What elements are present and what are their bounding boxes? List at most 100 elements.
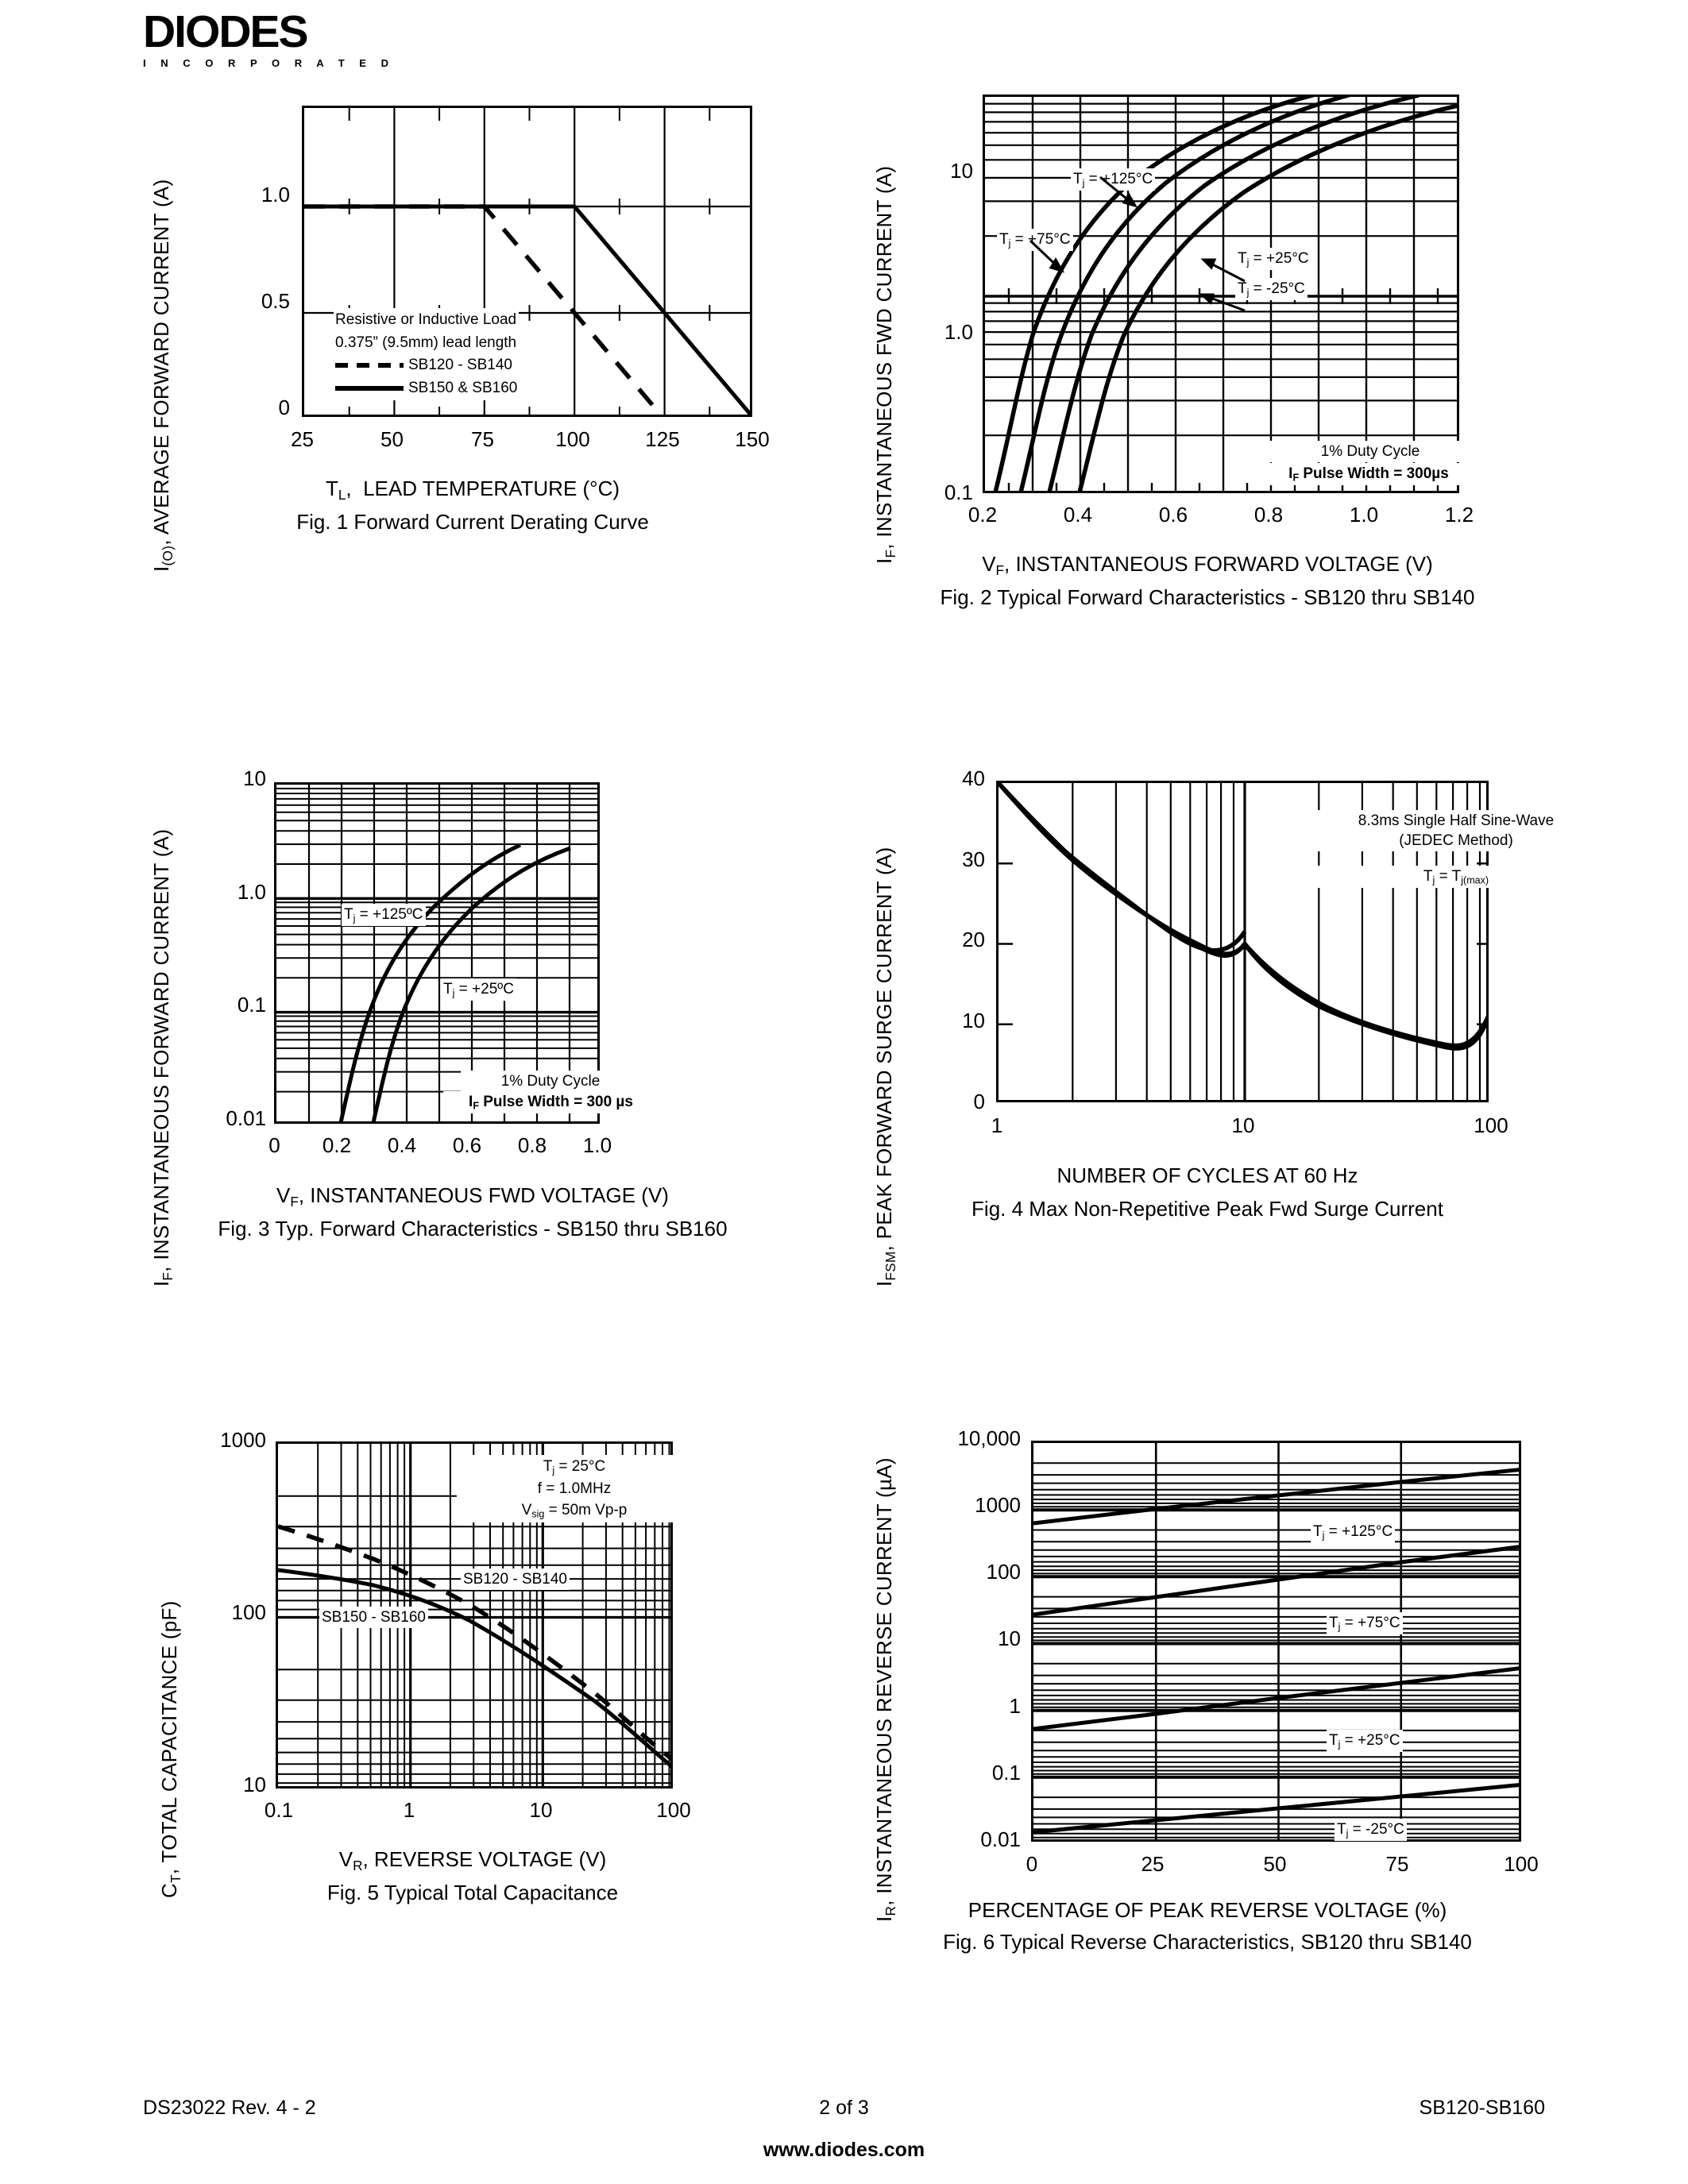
fig2-curve-m25c xyxy=(1077,103,1457,491)
fig2-curve-25c xyxy=(1047,97,1420,491)
fig5-label-sb120-sb140: SB120 - SB140 xyxy=(461,1569,570,1591)
fig3-caption: Fig. 3 Typ. Forward Characteristics - SB… xyxy=(218,1217,728,1241)
fig3-curve-25c xyxy=(371,846,571,1121)
fig2-xtick-1.2: 1.2 xyxy=(1444,503,1474,527)
fig2-xtick-0.4: 0.4 xyxy=(1063,503,1093,527)
fig2-label-75c: Tj = +75°C xyxy=(997,229,1073,252)
fig6-curve-75c xyxy=(1033,1545,1519,1617)
fig4-x-axis-label: NUMBER OF CYCLES AT 60 Hz xyxy=(1056,1163,1358,1187)
fig5-xtick-0.1: 0.1 xyxy=(264,1798,294,1822)
footer-page-number: 2 of 3 xyxy=(819,2097,869,2119)
fig6-chart xyxy=(1033,1443,1519,1839)
fig4-ytick-30: 30 xyxy=(962,847,985,871)
fig1-legend-solid-label: SB150 & SB160 xyxy=(408,379,518,396)
fig6-curve-25c xyxy=(1033,1666,1519,1731)
fig3-xtick-1.0: 1.0 xyxy=(582,1133,612,1157)
fig4-ytick-40: 40 xyxy=(962,766,985,790)
fig4-ytick-0: 0 xyxy=(973,1090,985,1113)
figure-6: IR, INSTANTANEOUS REVERSE CURRENT (µA) 1… xyxy=(858,1406,1557,1993)
fig4-ytick-20: 20 xyxy=(962,928,985,951)
fig1-legend-line2: 0.375” (9.5mm) lead length xyxy=(335,334,517,351)
fig2-caption: Fig. 2 Typical Forward Characteristics -… xyxy=(940,585,1475,609)
fig5-xtick-10: 10 xyxy=(529,1798,553,1822)
fig3-ytick-10: 10 xyxy=(243,766,266,790)
fig5-curve-sb150-sb160 xyxy=(278,1568,670,1769)
fig1-xtick-150: 150 xyxy=(735,427,770,451)
fig5-x-axis-label: VR, REVERSE VOLTAGE (V) xyxy=(338,1847,607,1873)
fig3-ytick-0.1: 0.1 xyxy=(237,993,266,1017)
fig4-note-line1: 8.3ms Single Half Sine-Wave xyxy=(1358,812,1555,829)
fig5-label-sb150-sb160: SB150 - SB160 xyxy=(319,1607,428,1629)
fig6-ytick-10: 10 xyxy=(998,1626,1021,1650)
fig4-note-tj: Tj = Tj(max) xyxy=(1307,866,1605,889)
fig1-legend-solid-swatch xyxy=(335,385,404,391)
fig5-caption: Fig. 5 Typical Total Capacitance xyxy=(326,1881,619,1904)
fig5-cond-vsig: Vsig = 50m Vp-p xyxy=(521,1502,628,1520)
fig3-xtick-0.8: 0.8 xyxy=(517,1133,547,1157)
fig6-x-axis-label: PERCENTAGE OF PEAK REVERSE VOLTAGE (%) xyxy=(968,1898,1447,1922)
fig5-xtick-1: 1 xyxy=(403,1798,415,1822)
fig2-label-25c: Tj = +25°C xyxy=(1235,248,1311,271)
fig5-conditions: Tj = 25°C f = 1.0MHz Vsig = 50m Vp-p xyxy=(457,1455,692,1522)
fig2-label-m25c: Tj = -25°C xyxy=(1235,278,1308,301)
fig3-xtick-0.2: 0.2 xyxy=(322,1133,352,1157)
fig3-note-pulse-width: IF Pulse Width = 300 µs xyxy=(443,1091,659,1114)
figure-1: I(O), AVERAGE FORWARD CURRENT (A) 1.0 0.… xyxy=(143,87,802,691)
fig6-caption: Fig. 6 Typical Reverse Characteristics, … xyxy=(943,1930,1472,1954)
fig3-note-duty-cycle: 1% Duty Cycle xyxy=(461,1071,640,1093)
fig3-xtick-0.4: 0.4 xyxy=(387,1133,417,1157)
fig1-x-axis-label: TL, LEAD TEMPERATURE (°C) xyxy=(325,477,620,503)
fig5-ytick-10: 10 xyxy=(243,1773,266,1796)
brand-name: DIODES xyxy=(143,6,309,57)
fig3-xtick-0.6: 0.6 xyxy=(452,1133,482,1157)
fig2-note-pulse-width: IF Pulse Width = 300µs xyxy=(1255,463,1482,486)
fig3-label-125c: Tj = +125ºC xyxy=(342,904,426,927)
fig1-legend-dashed-label: SB120 - SB140 xyxy=(408,357,512,373)
fig1-legend: Resistive or Inductive Load 0.375” (9.5m… xyxy=(334,308,520,400)
fig1-legend-line1: Resistive or Inductive Load xyxy=(335,311,517,328)
fig5-xtick-100: 100 xyxy=(656,1798,691,1822)
fig6-ytick-1: 1 xyxy=(1009,1694,1021,1718)
fig3-label-25c: Tj = +25ºC xyxy=(441,978,516,1001)
fig5-ytick-1000: 1000 xyxy=(220,1428,266,1452)
fig1-legend-dashed-swatch xyxy=(335,363,404,369)
fig2-ytick-0.1: 0.1 xyxy=(944,480,973,504)
fig6-xtick-25: 25 xyxy=(1141,1852,1165,1876)
fig1-xtick-25: 25 xyxy=(291,427,314,451)
fig6-curve-m25c xyxy=(1033,1783,1519,1835)
figure-4: IFSM, PEAK FORWARD SURGE CURRENT (A) 40 … xyxy=(858,739,1625,1366)
fig5-cond-f: f = 1.0MHz xyxy=(537,1480,612,1497)
fig1-curve-sb120-sb140 xyxy=(304,204,664,415)
fig5-cond-tj: Tj = 25°C xyxy=(543,1458,606,1476)
fig3-plot-area xyxy=(274,782,600,1124)
fig3-xtick-0: 0 xyxy=(268,1133,280,1157)
fig6-curve-125c xyxy=(1033,1468,1519,1526)
diodes-logo: DIODES I N C O R P O R A T E D xyxy=(143,6,405,70)
footer-doc-id: DS23022 Rev. 4 - 2 xyxy=(143,2097,316,2119)
fig3-ytick-1.0: 1.0 xyxy=(237,880,266,904)
fig6-xtick-100: 100 xyxy=(1504,1852,1539,1876)
fig6-y-axis-label: IR, INSTANTANEOUS REVERSE CURRENT (µA) xyxy=(872,1457,898,1922)
fig2-xtick-0.2: 0.2 xyxy=(968,503,998,527)
fig6-label-75c: Tj = +75°C xyxy=(1327,1612,1403,1635)
footer-website-link[interactable]: www.diodes.com xyxy=(763,2139,925,2161)
fig4-caption: Fig. 4 Max Non-Repetitive Peak Fwd Surge… xyxy=(971,1197,1443,1221)
brand-subtitle: I N C O R P O R A T E D xyxy=(143,57,395,69)
fig2-curve-75c xyxy=(1018,97,1351,491)
fig3-ytick-0.01: 0.01 xyxy=(226,1106,266,1130)
fig3-chart xyxy=(276,785,597,1121)
fig6-ytick-10000: 10,000 xyxy=(957,1426,1021,1450)
fig4-ytick-10: 10 xyxy=(962,1009,985,1032)
fig6-plot-area xyxy=(1031,1441,1521,1842)
fig1-ytick-1.0: 1.0 xyxy=(261,183,290,206)
fig4-note-line2: (JEDEC Method) xyxy=(1399,832,1513,850)
fig4-curve-surge xyxy=(999,783,1247,953)
fig4-curve-main xyxy=(999,783,1486,1048)
fig3-x-axis-label: VF, INSTANTANEOUS FWD VOLTAGE (V) xyxy=(276,1183,669,1210)
fig6-ytick-0.1: 0.1 xyxy=(991,1761,1021,1785)
fig2-chart xyxy=(985,97,1457,491)
fig5-ytick-100: 100 xyxy=(231,1600,266,1624)
figure-3: IF, INSTANTANEOUS FORWARD CURRENT (A) 10… xyxy=(143,739,802,1366)
fig3-curve-125c xyxy=(338,843,522,1121)
